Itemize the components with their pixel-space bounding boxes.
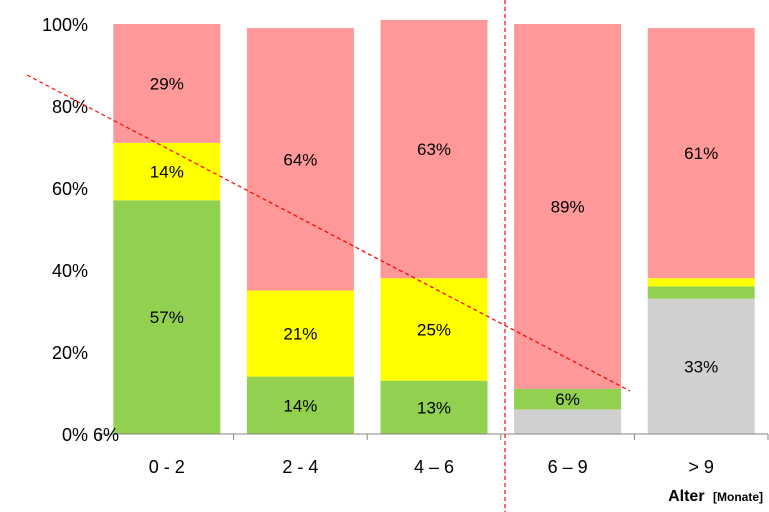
bar-value-label: 33% <box>684 357 718 376</box>
bar-segment <box>113 200 221 434</box>
bar-segment <box>647 286 755 299</box>
bar-value-label: 61% <box>684 144 718 163</box>
x-axis-title-unit: [Monate] <box>713 490 763 504</box>
bar-segment <box>113 24 221 143</box>
x-axis-ticks <box>99 434 769 440</box>
bar-value-label: 29% <box>150 74 184 93</box>
y-tick-label: 80% <box>52 97 88 117</box>
bar-value-label: 6% <box>555 390 580 409</box>
bar-segment <box>647 298 755 434</box>
x-tick-label: > 9 <box>688 457 714 477</box>
bar-segment <box>514 388 622 410</box>
x-tick-label: 0 - 2 <box>149 457 185 477</box>
bar-segment <box>514 24 622 389</box>
bar-segment <box>647 28 755 279</box>
bar-segment <box>380 278 488 381</box>
bar-segment <box>113 142 221 201</box>
bar-value-label: 25% <box>417 320 451 339</box>
x-axis-labels: 0 - 2 2 - 4 4 – 6 6 – 9 > 9 <box>149 457 714 477</box>
extra-value-label: 6% <box>93 425 119 445</box>
bar-value-label: 89% <box>551 197 585 216</box>
y-tick-label: 40% <box>52 261 88 281</box>
bar-value-label: 14% <box>150 163 184 182</box>
x-tick-label: 2 - 4 <box>282 457 318 477</box>
bar-segment <box>380 19 488 279</box>
trend-line <box>26 74 631 392</box>
bar-value-label: 57% <box>150 308 184 327</box>
x-axis-title-text: Alter <box>668 488 704 505</box>
bar-segment <box>246 290 354 377</box>
bar-labels-layer: 57% 14% 29% 14% 21% 64% 13% 25% 63% 6% 89% 33% 61% <box>150 74 718 417</box>
x-axis-title: Alter [Monate] <box>668 488 763 505</box>
x-tick-label: 4 – 6 <box>414 457 454 477</box>
bar-segment <box>380 380 488 434</box>
y-tick-label: 100% <box>42 15 88 35</box>
bar-segment <box>647 278 755 287</box>
y-tick-label: 60% <box>52 179 88 199</box>
bars-layer <box>113 19 755 434</box>
bar-segment <box>246 28 354 291</box>
y-tick-label: 20% <box>52 343 88 363</box>
y-axis-labels: 0% 20% 40% 60% 80% 100% <box>42 15 88 445</box>
bar-segment <box>514 409 622 434</box>
bar-value-label: 64% <box>283 150 317 169</box>
bar-value-label: 13% <box>417 398 451 417</box>
bar-value-label: 63% <box>417 140 451 159</box>
y-tick-label: 0% <box>62 425 88 445</box>
bar-value-label: 14% <box>283 396 317 415</box>
x-tick-label: 6 – 9 <box>548 457 588 477</box>
bar-value-label: 21% <box>283 325 317 344</box>
bar-segment <box>246 376 354 434</box>
